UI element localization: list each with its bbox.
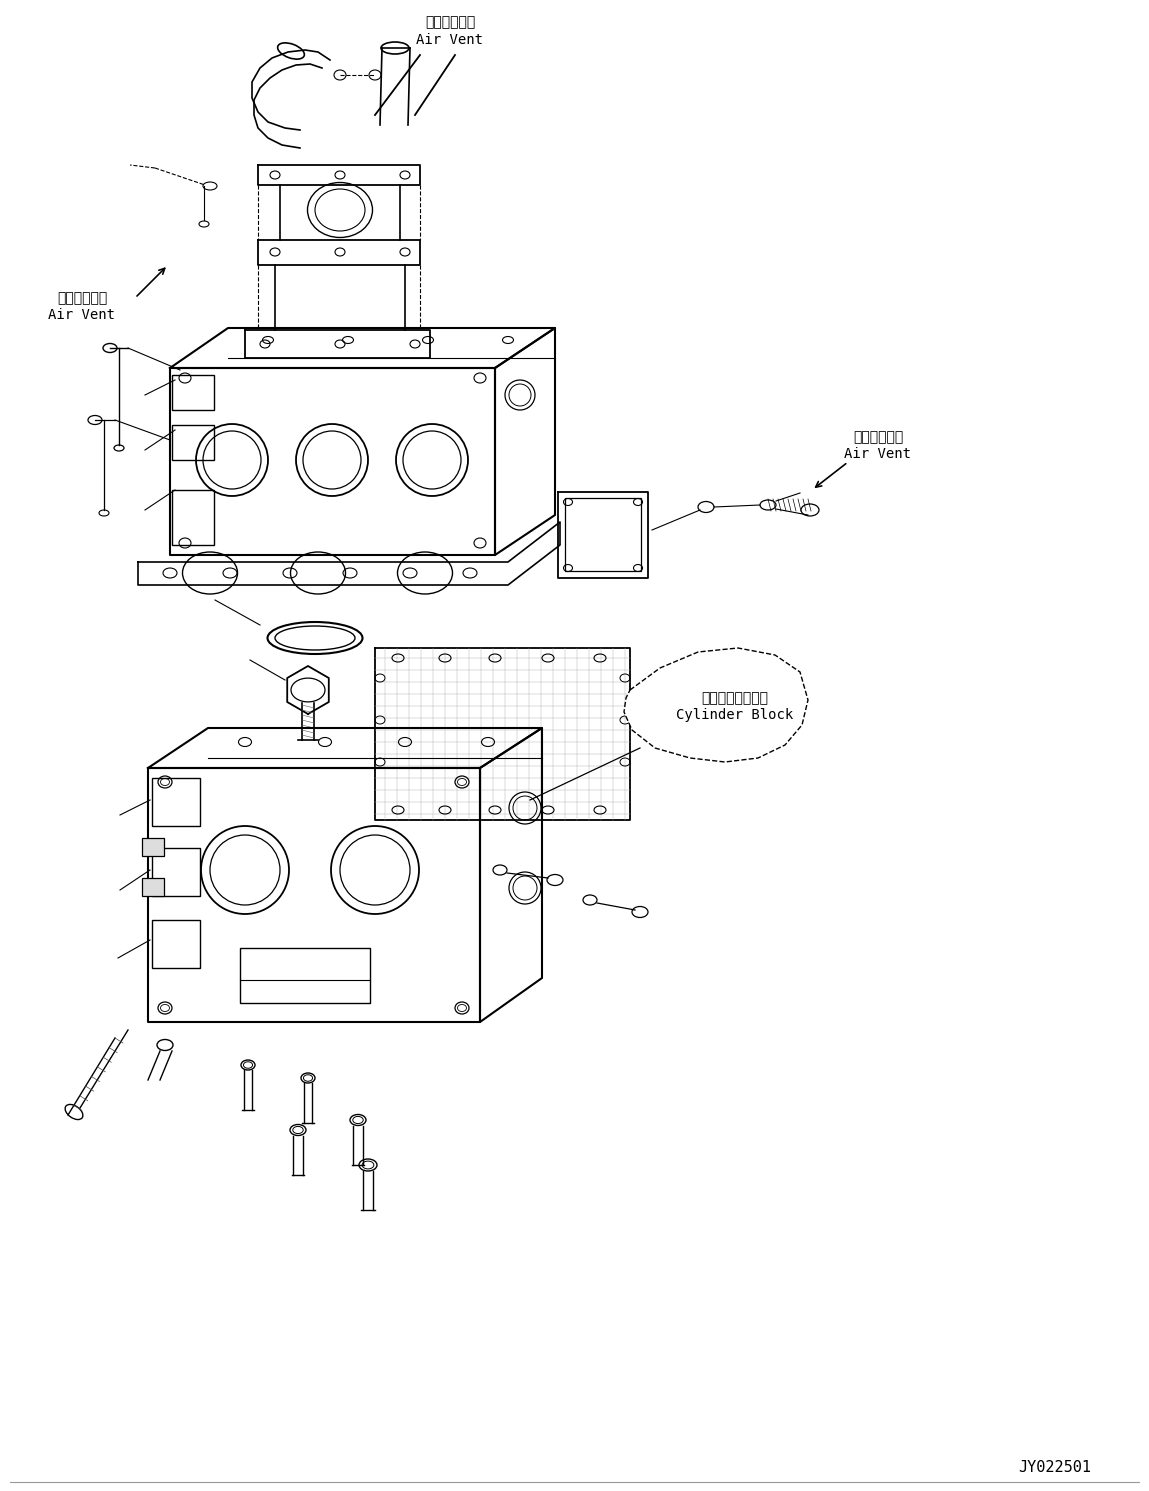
Text: エアーベント: エアーベント bbox=[853, 429, 903, 444]
Bar bbox=[172, 491, 214, 546]
Bar bbox=[142, 878, 164, 896]
Text: シリンダブロック: シリンダブロック bbox=[702, 690, 769, 705]
Polygon shape bbox=[624, 649, 808, 762]
Bar bbox=[152, 920, 200, 968]
Text: Air Vent: Air Vent bbox=[845, 447, 911, 461]
Bar bbox=[565, 498, 641, 571]
Bar bbox=[240, 948, 370, 1003]
Text: Cylinder Block: Cylinder Block bbox=[677, 708, 794, 722]
Bar bbox=[172, 425, 214, 461]
Bar bbox=[172, 376, 214, 410]
Text: エアーベント: エアーベント bbox=[425, 15, 476, 28]
Text: Air Vent: Air Vent bbox=[48, 309, 116, 322]
Text: Air Vent: Air Vent bbox=[416, 33, 484, 48]
Text: JY022501: JY022501 bbox=[1018, 1461, 1092, 1476]
Bar bbox=[152, 848, 200, 896]
Text: エアーベント: エアーベント bbox=[56, 291, 107, 306]
Bar bbox=[152, 778, 200, 826]
Bar bbox=[142, 838, 164, 856]
